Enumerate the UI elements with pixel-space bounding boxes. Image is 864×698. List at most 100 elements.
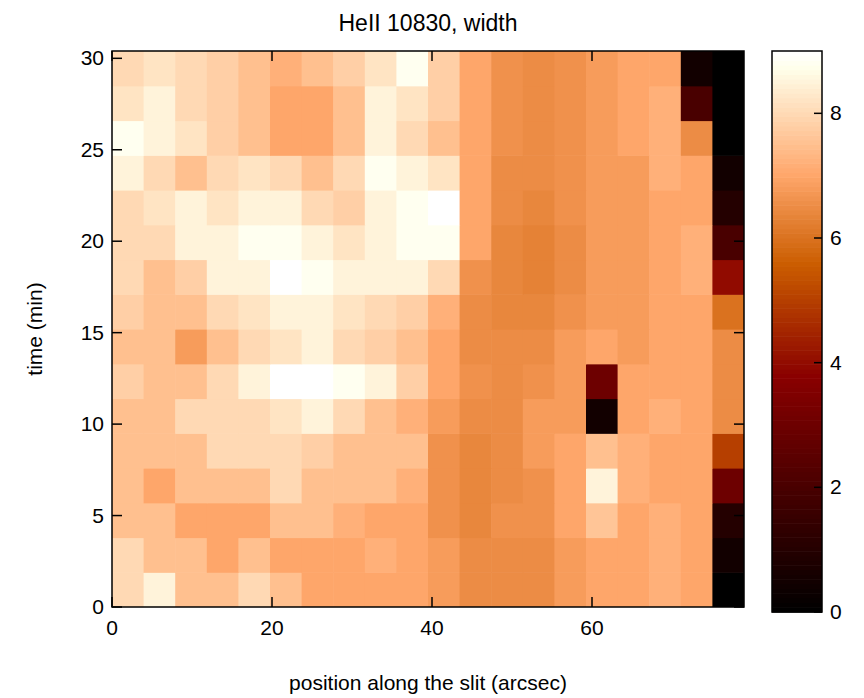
colorbar-step — [772, 93, 822, 98]
cell — [333, 399, 365, 434]
cell — [175, 399, 207, 434]
cell — [523, 399, 555, 434]
colorbar-step — [772, 364, 822, 369]
cell — [396, 468, 428, 503]
cell — [618, 86, 650, 121]
cell — [333, 364, 365, 399]
cell — [112, 399, 144, 434]
cell — [712, 190, 744, 225]
cell — [302, 433, 334, 468]
y-tick-label: 25 — [81, 138, 104, 161]
cell — [523, 538, 555, 573]
x-tick-label: 20 — [260, 616, 283, 639]
cell — [396, 190, 428, 225]
colorbar-step — [772, 224, 822, 229]
cell — [396, 51, 428, 86]
cell — [396, 399, 428, 434]
cell — [270, 155, 302, 190]
cell — [365, 294, 397, 329]
cell — [396, 364, 428, 399]
cell — [238, 572, 270, 607]
cell — [112, 329, 144, 364]
cell — [112, 225, 144, 260]
cell — [270, 399, 302, 434]
colorbar-step — [772, 238, 822, 243]
colorbar-tick-label: 8 — [830, 101, 842, 124]
colorbar-step — [772, 116, 822, 121]
cell — [144, 538, 176, 573]
cell — [365, 399, 397, 434]
colorbar-step — [772, 177, 822, 182]
colorbar-step — [772, 402, 822, 407]
cell — [618, 329, 650, 364]
cell — [491, 294, 523, 329]
cell — [523, 572, 555, 607]
cell — [554, 225, 586, 260]
cell — [618, 260, 650, 295]
cell — [207, 225, 239, 260]
colorbar-step — [772, 481, 822, 486]
cell — [712, 51, 744, 86]
cell — [175, 260, 207, 295]
cell — [238, 538, 270, 573]
cell — [712, 433, 744, 468]
cell — [554, 468, 586, 503]
cell — [396, 121, 428, 156]
cell — [554, 86, 586, 121]
cell — [333, 329, 365, 364]
cell — [365, 260, 397, 295]
x-axis-title: position along the slit (arcsec) — [289, 671, 567, 694]
colorbar-step — [772, 201, 822, 206]
cell — [396, 329, 428, 364]
colorbar-step — [772, 378, 822, 383]
chart: 0204060051015202530HeII 10830, widthposi… — [0, 0, 864, 698]
colorbar-step — [772, 519, 822, 524]
colorbar-step — [772, 196, 822, 201]
cell — [649, 51, 681, 86]
cell — [270, 329, 302, 364]
colorbar-step — [772, 56, 822, 61]
cell — [491, 86, 523, 121]
cell — [460, 51, 492, 86]
cell — [491, 364, 523, 399]
cell — [365, 86, 397, 121]
cell — [144, 329, 176, 364]
cell — [586, 468, 618, 503]
cell — [207, 329, 239, 364]
cell — [396, 225, 428, 260]
colorbar-step — [772, 383, 822, 388]
cell — [428, 260, 460, 295]
cell — [365, 225, 397, 260]
colorbar-step — [772, 233, 822, 238]
cell — [144, 399, 176, 434]
cell — [586, 399, 618, 434]
y-tick-label: 0 — [92, 595, 104, 618]
cell — [618, 294, 650, 329]
colorbar-step — [772, 247, 822, 252]
cell — [649, 538, 681, 573]
colorbar-step — [772, 453, 822, 458]
y-tick-label: 10 — [81, 412, 104, 435]
cell — [112, 468, 144, 503]
cell — [365, 329, 397, 364]
colorbar-step — [772, 271, 822, 276]
cell — [491, 225, 523, 260]
cell — [270, 572, 302, 607]
cell — [460, 86, 492, 121]
cell — [523, 503, 555, 538]
x-tick — [431, 51, 433, 61]
colorbar-step — [772, 159, 822, 164]
cell — [460, 538, 492, 573]
cell — [649, 294, 681, 329]
colorbar-step — [772, 392, 822, 397]
cell — [396, 86, 428, 121]
colorbar-step — [772, 593, 822, 598]
cell — [207, 121, 239, 156]
cell — [175, 503, 207, 538]
cell — [460, 329, 492, 364]
colorbar-step — [772, 332, 822, 337]
cell — [460, 468, 492, 503]
cell — [175, 190, 207, 225]
y-tick — [112, 423, 122, 425]
cell — [270, 433, 302, 468]
